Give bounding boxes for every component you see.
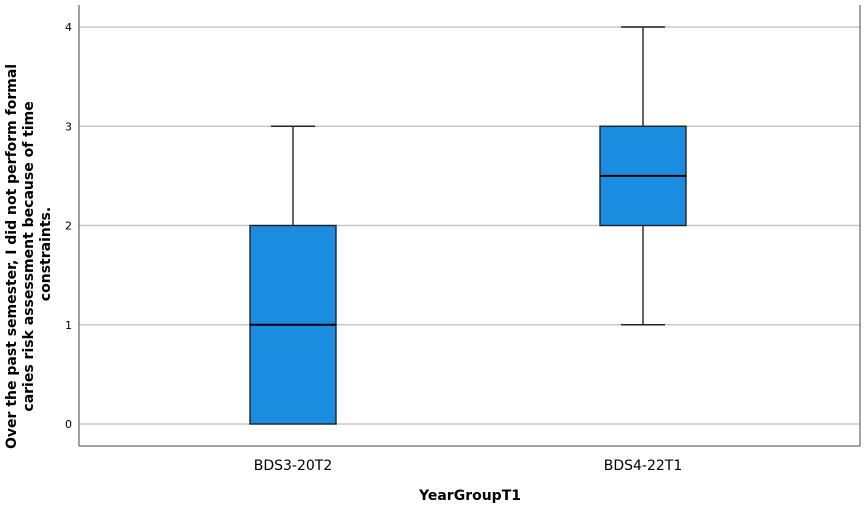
grid-layer: [79, 26, 860, 425]
plot-frame: [78, 5, 861, 447]
y-tick-label: 2: [65, 220, 72, 233]
y-tick-label: 0: [65, 418, 72, 431]
box-layer: [249, 26, 687, 425]
y-axis-title-line-1: Over the past semester, I did not perfor…: [4, 64, 20, 449]
y-tick-label: 1: [65, 319, 72, 332]
box-BDS3-20T2: [249, 125, 337, 425]
x-axis-categories: BDS3-20T2 BDS4-22T1: [254, 458, 683, 474]
x-category-label: BDS3-20T2: [254, 458, 333, 474]
y-tick-label: 4: [65, 21, 72, 34]
y-tick-label: 3: [65, 120, 72, 133]
y-axis-title-line-3: constraints.: [38, 207, 54, 301]
y-axis-title-line-2: caries risk assessment because of time: [21, 101, 37, 411]
x-axis-title: YearGroupT1: [418, 488, 521, 504]
box-BDS4-22T1: [599, 26, 687, 326]
y-axis-title: Over the past semester, I did not perfor…: [4, 59, 54, 449]
y-axis-ticks: 0 1 2 3 4: [65, 21, 72, 431]
x-category-label: BDS4-22T1: [604, 458, 683, 474]
